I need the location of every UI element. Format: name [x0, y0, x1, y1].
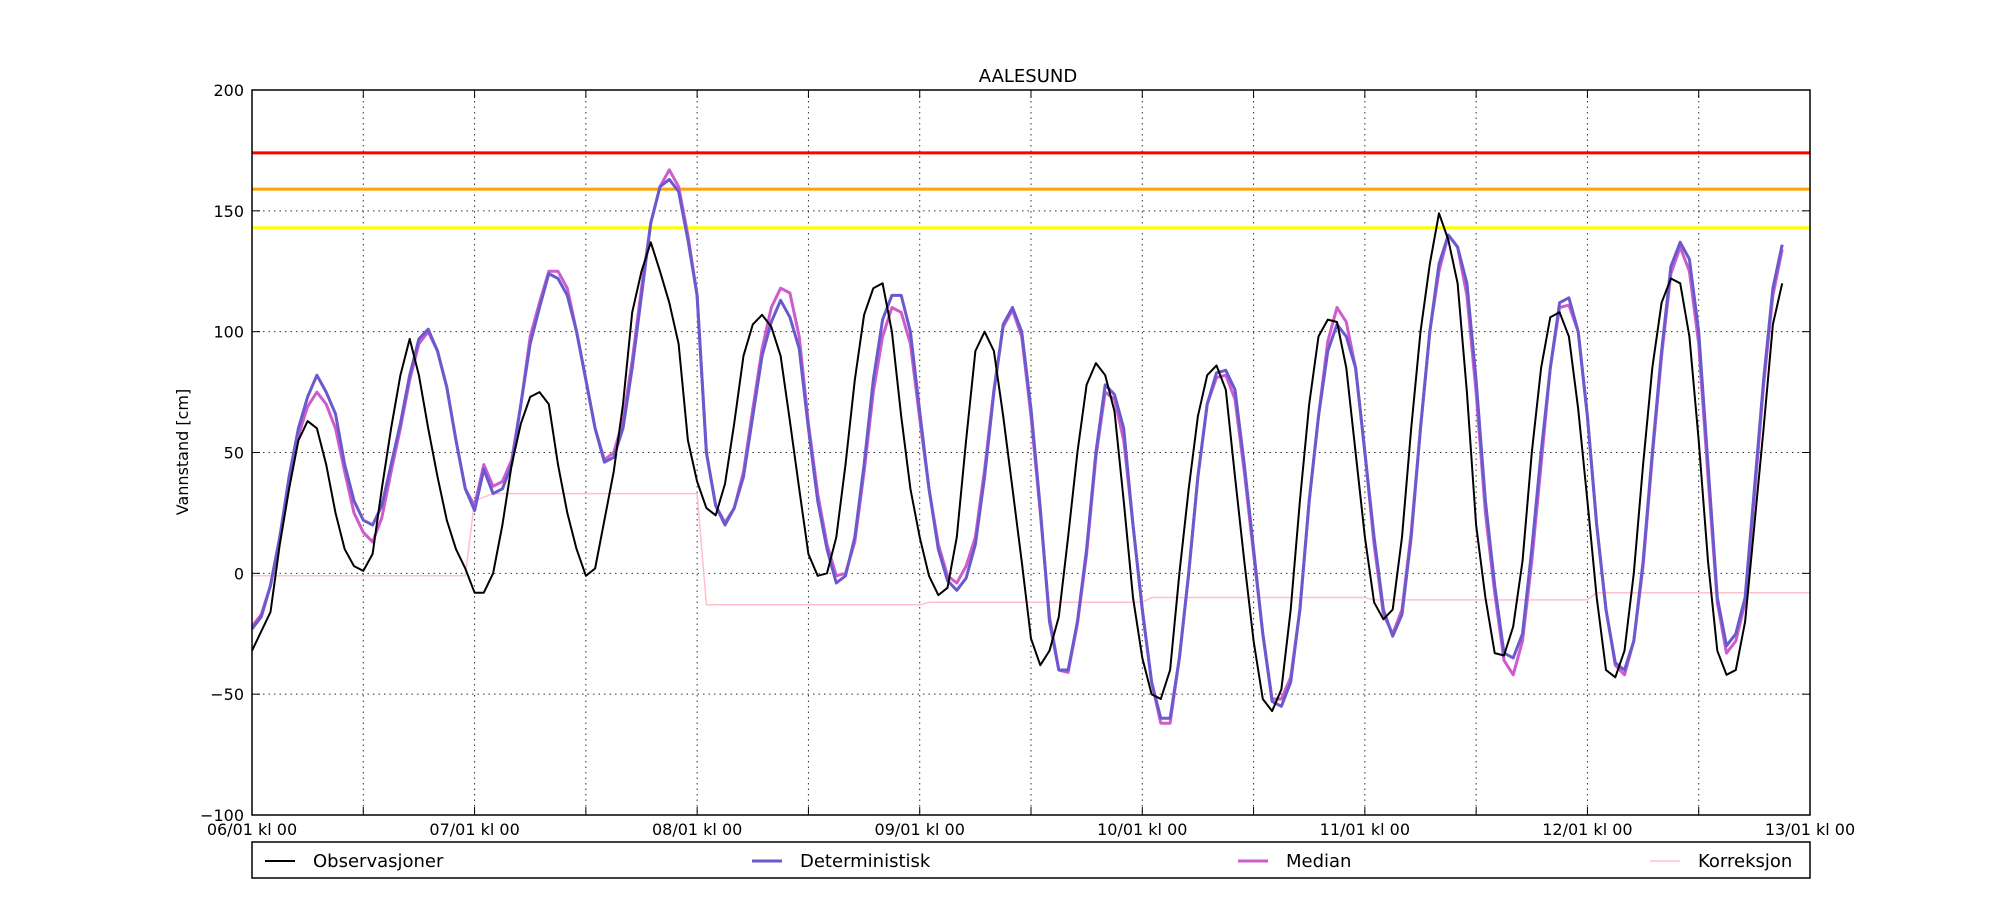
legend-label-median: Median [1286, 851, 1351, 872]
grid-layer [252, 90, 1810, 815]
x-tick-label: 11/01 kl 00 [1320, 820, 1410, 839]
tick-layer: −100 −50 0 50 100 150 200 06/01 kl 00 07/01 kl 0… [200, 81, 1855, 839]
series-line-deterministisk [250, 177, 1784, 720]
legend: Observasjoner Deterministisk Median Korreks… [251, 841, 1811, 879]
legend-label-observasjoner: Observasjoner [313, 851, 444, 872]
x-tick-label: 07/01 kl 00 [429, 820, 519, 839]
y-tick-label: 100 [213, 323, 244, 342]
chart-title: AALESUND [979, 66, 1077, 87]
series-layer [250, 168, 1810, 725]
y-tick-label: −50 [210, 685, 244, 704]
y-axis-label: Vannstand [cm] [173, 389, 192, 515]
legend-frame [251, 841, 1811, 879]
x-tick-label: 13/01 kl 00 [1765, 820, 1855, 839]
x-tick-label: 06/01 kl 00 [207, 820, 297, 839]
y-tick-label: 200 [213, 81, 244, 100]
x-tick-label: 09/01 kl 00 [875, 820, 965, 839]
legend-label-korreksjon: Korreksjon [1698, 851, 1792, 872]
y-tick-label: −100 [200, 806, 244, 825]
legend-label-deterministisk: Deterministisk [800, 851, 931, 872]
x-tick-label: 08/01 kl 00 [652, 820, 742, 839]
x-tick-label: 10/01 kl 00 [1097, 820, 1187, 839]
threshold-layer [252, 151, 1810, 230]
series-line-median [250, 168, 1784, 725]
series-line-observasjoner [251, 212, 1784, 713]
y-tick-label: 50 [224, 444, 244, 463]
y-tick-label: 0 [234, 564, 244, 583]
x-tick-label: 12/01 kl 00 [1542, 820, 1632, 839]
y-tick-label: 150 [213, 202, 244, 221]
